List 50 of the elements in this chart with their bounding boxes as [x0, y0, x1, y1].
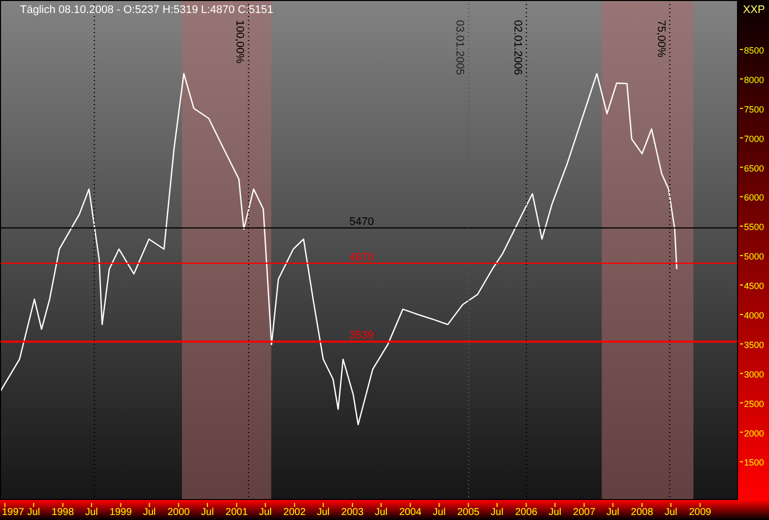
- x-tick-label: Jul: [316, 507, 330, 518]
- y-tick-label: 3500: [744, 340, 764, 350]
- x-tick-label: 2008: [630, 507, 654, 518]
- ref-line-label: 100,00%: [234, 20, 246, 64]
- x-tick-label: 2005: [457, 507, 480, 518]
- x-tick-label: 2001: [226, 507, 248, 518]
- y-tick-label: 5500: [744, 222, 764, 232]
- x-tick-label: Jul: [606, 507, 620, 518]
- x-tick-label: Jul: [201, 507, 214, 518]
- y-tick-label: 7500: [744, 104, 764, 114]
- y-tick-label: 2000: [744, 428, 764, 438]
- x-tick-label: 1997: [2, 507, 25, 518]
- y-tick-label: 1500: [744, 458, 764, 468]
- y-tick-label: 3000: [744, 369, 764, 380]
- y-tick-label: 8500: [744, 45, 764, 56]
- x-tick-label: Jul: [490, 507, 504, 518]
- x-tick-label: Jul: [374, 507, 388, 518]
- x-tick-label: 2006: [515, 507, 538, 518]
- y-tick-label: 7000: [744, 134, 764, 144]
- ref-line-label: 03.01.2005: [454, 20, 466, 76]
- x-tick-label: 2007: [573, 507, 596, 518]
- x-tick-label: Jul: [432, 507, 446, 518]
- ref-line-label: 5470: [349, 216, 374, 228]
- x-tick-label: Jul: [27, 507, 40, 518]
- x-tick-label: Jul: [664, 507, 678, 518]
- y-tick-label: 4000: [744, 310, 764, 320]
- x-tick-label: 1998: [52, 507, 74, 518]
- x-tick-label: 1999: [110, 507, 132, 518]
- y-tick-label: 8000: [744, 74, 764, 85]
- x-tick-label: 2009: [688, 507, 712, 518]
- line-series: [0, 72, 678, 426]
- y-tick-label: 6000: [744, 192, 764, 203]
- y-tick-label: 6500: [744, 163, 764, 174]
- chart-title: Täglich 08.10.2008 - O:5237 H:5319 L:4870 C:5151: [20, 4, 274, 16]
- ref-line-label: 4870: [349, 251, 374, 264]
- x-tick-label: Jul: [85, 507, 98, 518]
- y-tick-label: 2500: [744, 398, 764, 409]
- x-tick-label: Jul: [548, 507, 562, 518]
- x-tick-label: 2002: [283, 507, 306, 518]
- x-tick-label: 2000: [167, 507, 190, 518]
- ref-line-label: 02.01.2006: [511, 20, 524, 76]
- x-tick-label: Jul: [258, 507, 272, 518]
- y-axis-title: XXP: [743, 4, 766, 16]
- x-tick-label: Jul: [143, 507, 156, 518]
- ref-line-label: 3539: [349, 330, 374, 342]
- x-tick-label: 2004: [399, 507, 422, 518]
- y-tick-label: 4500: [744, 281, 764, 292]
- y-tick-label: 5000: [744, 252, 764, 262]
- ref-line-label: 75,00%: [654, 20, 667, 58]
- x-tick-label: 2003: [341, 507, 364, 518]
